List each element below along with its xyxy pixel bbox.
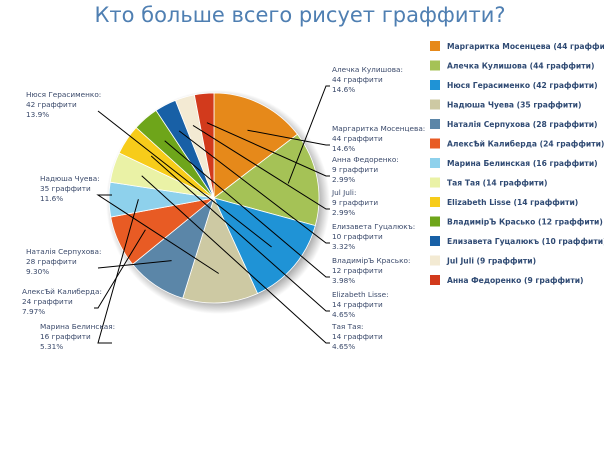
callout-label-elizabeth-lisse: Elizabeth Lisse: 14 граффити 4.65% — [332, 290, 389, 319]
callout-label-владимiръ-красько: ВладимiрЪ Красько: 12 граффити 3.98% — [332, 256, 410, 285]
legend-item-алексѣй-калиберда[interactable]: АлексѢй Калиберда (24 граффити) — [447, 140, 604, 149]
pie-slice-алечка-кулишова[interactable] — [213, 133, 320, 227]
legend-item-маргаритка-мосенцева[interactable]: Маргаритка Мосенцева (44 граффити — [447, 42, 604, 51]
legend-item-нюся-герасименко[interactable]: Нюся Герасименко (42 граффити) — [447, 81, 598, 90]
legend-swatch-нюся-герасименко — [430, 80, 440, 90]
legend-swatch-маргаритка-мосенцева — [430, 41, 440, 51]
callout-label-алечка-кулишова: Алечка Кулишова: 44 граффити 14.6% — [332, 65, 403, 94]
callout-label-маргаритка-мосенцева: Маргаритка Мосенцева: 44 граффити 14.6% — [332, 124, 425, 153]
callout-label-марина-белинская: Марина Белинская: 16 граффити 5.31% — [40, 322, 115, 351]
leader-line-elizabeth-lisse — [150, 155, 330, 312]
callout-label-елизавета-гуцалюкъ: Елизавета Гуцалюкъ: 10 граффити 3.32% — [332, 222, 415, 251]
leader-line-надюша-чуева — [96, 194, 219, 274]
callout-label-надюша-чуева: Надюша Чуева: 35 граффити 11.6% — [40, 174, 100, 203]
leader-line-натал-я-серпухова — [97, 260, 172, 269]
callout-label-натал-я-серпухова: Наталія Серпухова: 28 граффити 9.30% — [26, 247, 101, 276]
legend-item-елизавета-гуцалюкъ[interactable]: Елизавета Гуцалюкъ (10 граффити) — [447, 237, 604, 246]
pie-slice-маргаритка-мосенцева[interactable] — [213, 92, 299, 199]
legend-item-натал-я-серпухова[interactable]: Наталія Серпухова (28 граффити) — [447, 120, 598, 129]
legend-item-elizabeth-lisse[interactable]: Elizabeth Lisse (14 граффити) — [447, 198, 578, 207]
legend-item-jul-juli[interactable]: Jul Juli (9 граффити) — [446, 257, 536, 266]
legend-swatch-елизавета-гуцалюкъ — [430, 236, 440, 246]
legend-item-тая-тая[interactable]: Тая Тая (14 граффити) — [447, 179, 547, 188]
legend-swatch-jul-juli — [430, 255, 440, 266]
legend-swatch-elizabeth-lisse — [430, 197, 440, 207]
leader-line-анна-федоренко — [206, 122, 330, 177]
callout-labels: Маргаритка Мосенцева: 44 граффити 14.6% Але… — [22, 65, 425, 351]
legend: Маргаритка Мосенцева (44 граффити Алечка … — [430, 41, 604, 285]
legend-swatch-алексѣй-калиберда — [430, 138, 440, 149]
leader-line-jul-juli — [192, 124, 330, 210]
legend-item-надюша-чуева[interactable]: Надюша Чуева (35 граффити) — [447, 101, 581, 110]
callout-label-алексѣй-калиберда: АлексѢй Калиберда: 24 граффити 7.97% — [22, 287, 102, 316]
legend-swatch-надюша-чуева — [430, 99, 440, 110]
leader-line-тая-тая — [141, 175, 330, 344]
leader-line-маргаритка-мосенцева — [247, 129, 330, 146]
leader-line-владимiръ-красько — [164, 140, 330, 278]
pie-slice-надюша-чуева[interactable] — [182, 196, 259, 304]
legend-swatch-анна-федоренко — [430, 275, 440, 285]
callout-label-jul-juli: Jul Juli: 9 граффити 2.99% — [331, 188, 378, 217]
leader-line-елизавета-гуцалюкъ — [178, 130, 330, 244]
legend-swatch-марина-белинская — [430, 158, 440, 168]
leader-line-алексѣй-калиберда — [94, 229, 146, 309]
legend-swatch-тая-тая — [430, 177, 440, 188]
callout-label-тая-тая: Тая Тая: 14 граффити 4.65% — [331, 322, 383, 351]
legend-item-владимiръ-красько[interactable]: ВладимiрЪ Красько (12 граффити) — [447, 218, 603, 227]
pie-slice-анна-федоренко[interactable] — [193, 92, 215, 199]
legend-swatch-владимiръ-красько — [430, 216, 440, 227]
legend-item-марина-белинская[interactable]: Марина Белинская (16 граффити) — [447, 159, 598, 168]
leader-line-нюся-герасименко — [97, 110, 272, 248]
callout-label-нюся-герасименко: Нюся Герасименко: 42 граффити 13.9% — [26, 90, 101, 119]
leader-lines — [94, 85, 330, 344]
legend-swatch-натал-я-серпухова — [430, 119, 440, 129]
chart-title: Кто больше всего рисует граффити? — [94, 3, 506, 27]
callout-label-анна-федоренко: Анна Федоренко: 9 граффити 2.99% — [332, 155, 399, 184]
leader-line-алечка-кулишова — [287, 85, 330, 184]
legend-item-анна-федоренко[interactable]: Анна Федоренко (9 граффити) — [447, 276, 584, 285]
legend-swatch-алечка-кулишова — [430, 60, 440, 71]
legend-item-алечка-кулишова[interactable]: Алечка Кулишова (44 граффити) — [447, 62, 594, 71]
pie-slices — [108, 92, 320, 304]
leader-line-марина-белинская — [97, 199, 139, 344]
